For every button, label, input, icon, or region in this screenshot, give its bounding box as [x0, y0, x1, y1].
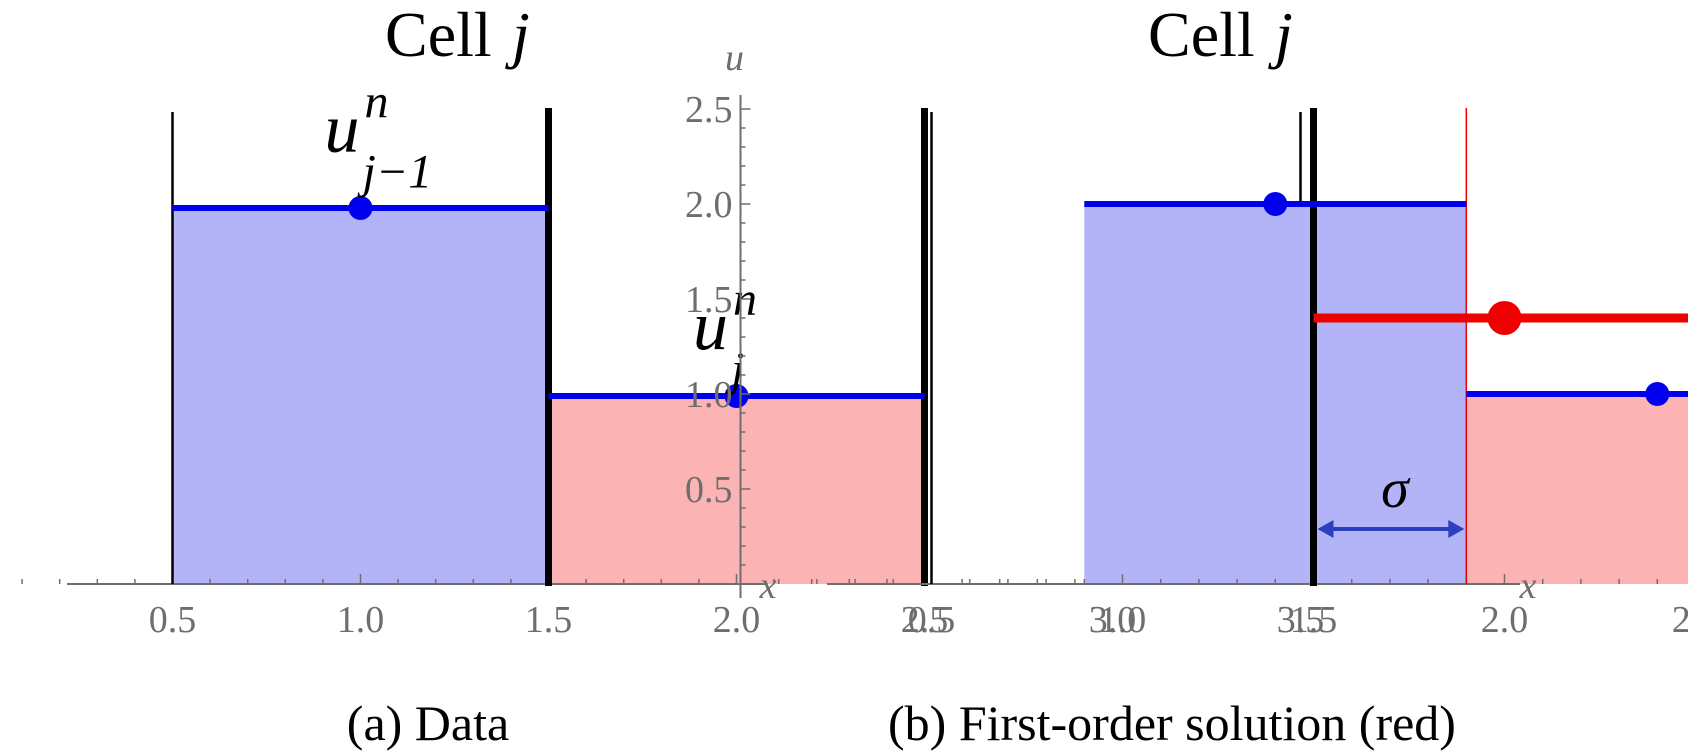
step-fill-0	[172, 208, 549, 584]
x-tick-label: 3.5	[1277, 599, 1325, 641]
sigma-arrow-head-left	[1317, 520, 1334, 538]
sigma-arrow-head-right	[1448, 520, 1465, 538]
panel-title-variable: j	[505, 0, 530, 70]
panel-title: Cell	[385, 0, 492, 70]
math-label-subscript: j−1	[357, 146, 433, 199]
y-tick-label: 1.0	[685, 374, 733, 416]
solution-point	[1487, 301, 1522, 335]
x-tick-label: 1.5	[1290, 599, 1338, 641]
step-fill-1	[1466, 394, 1688, 584]
x-axis-name: x	[759, 565, 777, 607]
x-tick-label: 2.0	[713, 599, 761, 641]
x-tick-label: 2.0	[1481, 599, 1529, 641]
cell-average-point	[348, 196, 373, 220]
x-axis-name: x	[1519, 565, 1537, 607]
x-tick-label: 3.0	[1089, 599, 1137, 641]
panel-title-variable: j	[1268, 0, 1293, 70]
y-tick-label: 2.0	[685, 184, 733, 226]
x-tick-label: 1.5	[525, 599, 573, 641]
y-axis-name: u	[725, 37, 744, 79]
y-tick-label: 2.5	[685, 89, 733, 131]
x-tick-label: 0.5	[908, 599, 956, 641]
cell-average-point	[1263, 192, 1288, 216]
y-tick-label: 0.5	[685, 469, 733, 511]
panel-caption: (b) First-order solution (red)	[888, 695, 1456, 751]
step-fill-1	[548, 396, 925, 584]
cell-average-point	[1645, 382, 1670, 406]
step-fill-0	[1084, 204, 1467, 584]
math-label-base: u	[325, 91, 360, 168]
math-label-base: u	[693, 288, 728, 365]
sigma-label: σ	[1381, 458, 1411, 520]
cell-average-point	[724, 384, 749, 408]
x-tick-label: 2.5	[1672, 599, 1688, 641]
x-tick-label: 1.0	[1099, 599, 1147, 641]
panel-a-data: 0.51.01.52.02.53.03.50.51.01.52.02.5uxun…	[21, 0, 1339, 751]
math-label-superscript: n	[365, 76, 389, 129]
y-tick-label: 1.5	[685, 279, 733, 321]
x-tick-label: 1.0	[337, 599, 385, 641]
x-tick-label: 0.5	[149, 599, 197, 641]
panel-caption: (a) Data	[347, 695, 509, 751]
panel-b-first-order-solution: 0.5 1.0 1.5 2.0 2.5 3.0 3.5 0.5 1.0 1.5 2.0 2.5 u x σ C…	[685, 0, 1688, 751]
panel-title: Cell	[1148, 0, 1255, 70]
x-tick-label: 2.5	[901, 599, 949, 641]
